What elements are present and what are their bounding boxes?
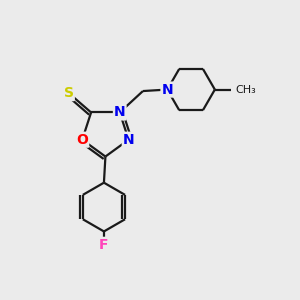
Text: CH₃: CH₃ [235, 85, 256, 94]
Text: O: O [76, 133, 88, 147]
Text: N: N [114, 105, 126, 119]
Text: N: N [161, 82, 173, 97]
Text: S: S [64, 86, 74, 100]
Text: F: F [99, 238, 109, 252]
Text: N: N [123, 133, 134, 147]
